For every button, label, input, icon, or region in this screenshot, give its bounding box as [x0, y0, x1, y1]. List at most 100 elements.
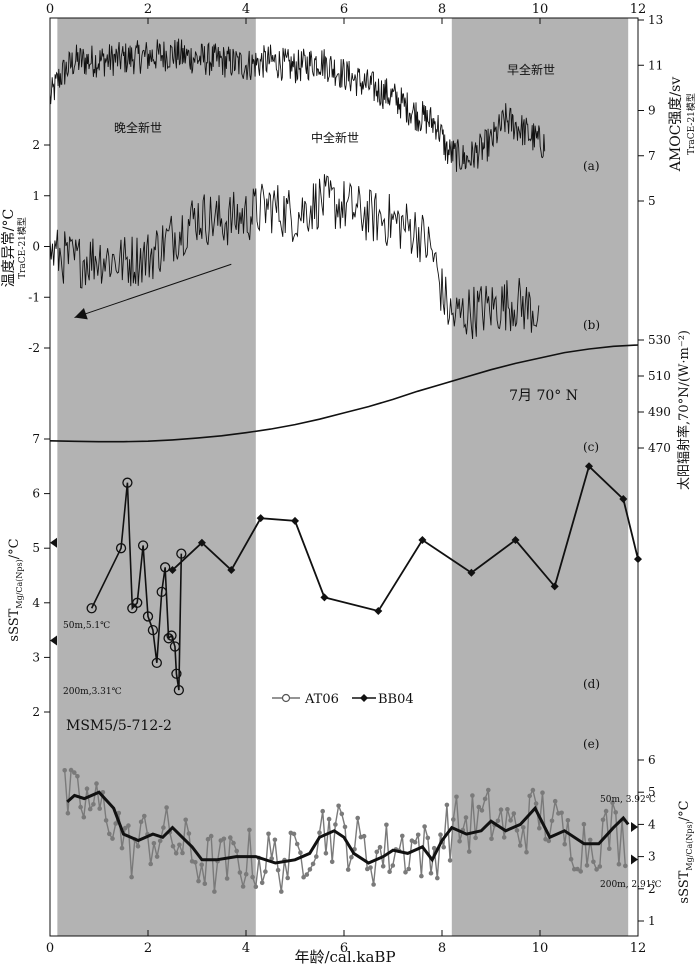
at06-point-10: [159, 562, 171, 573]
at06-point-4: [132, 597, 143, 608]
msm-raw-point-124: [457, 839, 462, 844]
msm-raw-point-162: [578, 869, 583, 874]
marker-label-e-50m: 50m, 3.92℃: [600, 795, 656, 805]
y-tick-label-d-0: 2: [32, 705, 40, 719]
y-tick-label-d-1: 3: [32, 650, 40, 664]
msm-raw-point-35: [173, 851, 179, 856]
x-tick-label-bottom-0: 0: [46, 941, 54, 956]
y-tick-label-d-2: 4: [32, 596, 40, 610]
msm-raw-point-32: [164, 805, 169, 810]
msm-raw-point-11: [97, 806, 102, 811]
at06-point-12: [166, 630, 177, 641]
msm-raw-point-158: [565, 818, 571, 823]
msm-raw-point-39: [186, 831, 192, 836]
ylabel-e-main: sSST: [677, 870, 692, 903]
msm-raw-point-58: [247, 827, 252, 833]
msm-raw-point-44: [202, 881, 208, 886]
msm-raw-point-147: [530, 787, 536, 793]
y-tick-label-c-2: 510: [648, 369, 671, 383]
msm-raw-point-75: [301, 874, 306, 880]
msm-raw-point-118: [438, 832, 443, 837]
bb04-point-11: [585, 462, 593, 471]
ylabel-b-sub: TraCE-21模型: [17, 217, 28, 279]
msm-raw-point-156: [559, 810, 564, 816]
at06-point-0: [86, 603, 97, 614]
x-axis-label: 年龄/cal.kaBP: [294, 948, 395, 966]
msm-raw-point-138: [501, 835, 507, 840]
msm-raw-point-85: [333, 822, 338, 827]
x-tick-label-top-2: 4: [242, 2, 250, 17]
y-tick-label-b-4: 2: [32, 138, 40, 152]
msm-raw-point-100: [380, 864, 386, 869]
msm-raw-point-70: [285, 875, 291, 881]
period-band-2: [451, 18, 629, 936]
msm-raw-point-27: [148, 861, 153, 867]
y-tick-label-e-0: 1: [648, 914, 656, 928]
y-tick-label-c-0: 470: [648, 441, 671, 455]
msm-raw-point-117: [435, 875, 440, 881]
axes-layer: 0022446688101012125791113-2-101247049051…: [28, 2, 671, 956]
y-tick-label-a-0: 5: [648, 194, 656, 208]
msm-raw-point-90: [349, 855, 354, 860]
msm-raw-point-29: [154, 854, 160, 859]
msm-raw-point-55: [237, 870, 243, 875]
msm-raw-point-13: [103, 818, 109, 823]
ylabel-b: 温度异常/°C TraCE-21模型: [1, 209, 28, 287]
x-tick-label-bottom-2: 4: [242, 941, 250, 956]
series-temperature-line: [49, 174, 540, 340]
ylabel-b-main: 温度异常/°C: [1, 209, 17, 287]
msm-raw-point-1: [65, 810, 71, 816]
ylabel-a-main: AMOC强度/sv: [668, 77, 684, 173]
panel-tag-c: (c): [583, 440, 599, 454]
msm-raw-point-68: [279, 889, 284, 894]
msm-raw-point-34: [170, 843, 176, 849]
msm-raw-point-31: [161, 825, 166, 830]
msm-raw-point-10: [94, 781, 99, 786]
msm-raw-point-18: [119, 845, 125, 851]
series-insolation-line: [49, 344, 639, 443]
msm-raw-point-169: [600, 817, 606, 823]
msm-raw-point-153: [549, 818, 555, 824]
bb04-point-8: [467, 568, 476, 577]
msm-raw-point-53: [231, 840, 236, 846]
bb04-point-4: [291, 516, 299, 525]
y-tick-label-b-1: -1: [28, 290, 40, 304]
trend-arrow-line: [74, 263, 232, 319]
msm-raw-point-99: [377, 844, 383, 850]
x-tick-label-top-4: 8: [438, 2, 446, 17]
y-tick-label-a-1: 7: [648, 149, 656, 163]
msm-raw-point-170: [603, 808, 609, 814]
at06-point-5: [137, 540, 149, 551]
bb04-point-0: [168, 566, 177, 575]
bb04-point-6: [374, 606, 383, 615]
ylabel-e-sub: Mg/Ca(Nps): [685, 821, 694, 870]
x-tick-label-bottom-4: 8: [438, 941, 446, 956]
msm-raw-point-130: [476, 804, 482, 810]
msm-raw-point-134: [489, 836, 494, 842]
bb04-point-3: [256, 514, 265, 523]
msm-raw-point-149: [537, 825, 542, 831]
msm-raw-point-74: [298, 850, 303, 855]
msm-raw-point-167: [594, 867, 599, 872]
msm-raw-point-77: [307, 867, 313, 872]
msm-raw-point-84: [329, 859, 335, 865]
msm-raw-point-92: [355, 815, 361, 821]
ylabel-a-sub: TraCE-21模型: [686, 93, 697, 155]
msm-raw-point-123: [454, 794, 459, 800]
msm-raw-point-23: [135, 844, 141, 849]
msm-raw-point-45: [205, 836, 211, 842]
ylabel-d-sub: Mg/Ca(Nps): [15, 559, 24, 608]
msm-raw-point-176: [623, 863, 628, 869]
msm-raw-point-102: [387, 869, 392, 874]
msm-raw-point-89: [345, 867, 351, 872]
msm-raw-point-136: [495, 818, 501, 824]
msm-raw-point-128: [470, 793, 475, 798]
at06-point-11: [163, 633, 174, 644]
x-tick-label-bottom-3: 6: [340, 941, 348, 956]
bb04-point-10: [550, 582, 559, 591]
msm-raw-point-8: [87, 806, 93, 812]
y-tick-label-b-3: 1: [32, 189, 40, 203]
msm-raw-point-43: [199, 862, 204, 867]
y-tick-label-c-1: 490: [648, 405, 671, 419]
